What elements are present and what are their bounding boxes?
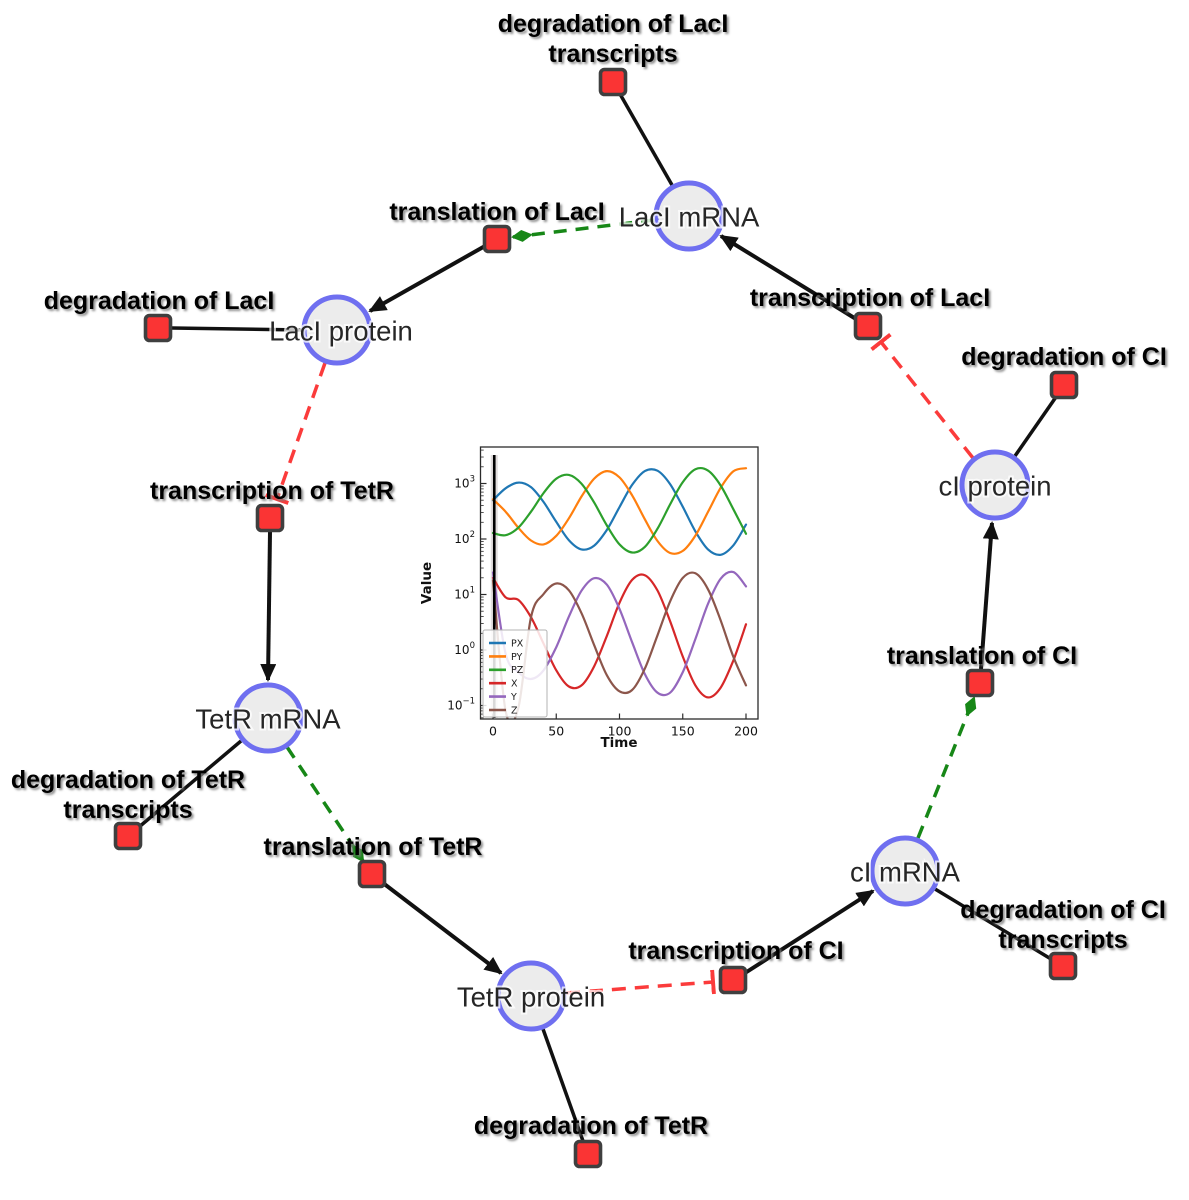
x-tick-label-0: 0 [489, 724, 497, 739]
y-tick-label-10e3: 103 [454, 475, 475, 491]
species-label-laci-protein: LacI protein [269, 316, 413, 347]
legend-label-PY: PY [511, 652, 523, 663]
reaction-label-translation-tetr: translation of TetR [264, 833, 483, 861]
reaction-node-degradation-laci [143, 313, 173, 343]
species-nodes-layer: LacI mRNA LacI protein cI protein TetR mRNA… [193, 180, 1054, 1032]
y-tick-label-10e0: 100 [454, 641, 475, 657]
reaction-label-degradation-tetr-transcripts-line1: degradation of TetR [11, 766, 245, 794]
x-tick-label-150: 150 [671, 724, 695, 739]
edge-laci-protein-inhibits-transcription-tetr [265, 362, 327, 505]
reaction-label-degradation-ci: degradation of CI [961, 343, 1167, 371]
edge-laci-mrna-to-degradation-laci-transcripts [618, 93, 674, 186]
x-axis-label: Time [600, 735, 637, 751]
reaction-label-degradation-laci-transcripts-line1: degradation of LacI [498, 10, 729, 38]
edge-ci-protein-inhibits-transcription-laci [870, 332, 975, 460]
reaction-node-transcription-ci [718, 965, 748, 995]
reaction-node-translation-laci [482, 224, 512, 254]
reaction-label-transcription-laci: transcription of LacI [750, 284, 990, 312]
edge-laci-mrna-to-translation-laci [511, 218, 655, 242]
reaction-label-degradation-laci-transcripts-line2: transcripts [548, 40, 677, 68]
edge-translation-tetr-to-tetr-protein [381, 881, 503, 975]
species-label-ci-mrna: cI mRNA [850, 857, 961, 888]
x-tick-label-50: 50 [548, 724, 564, 739]
chart-curve-X [491, 573, 748, 699]
species-node-laci-mrna [653, 180, 725, 252]
edge-transcription-ci-to-ci-mrna [743, 889, 875, 975]
legend-label-PZ: PZ [511, 665, 524, 676]
reaction-label-translation-laci: translation of LacI [389, 198, 604, 226]
reaction-node-degradation-laci-transcripts [598, 67, 628, 97]
species-label-ci-protein: cI protein [938, 471, 1051, 502]
edge-ci-mrna-to-degradation-ci-transcripts [934, 887, 1052, 961]
edge-ci-protein-to-degradation-ci [1013, 396, 1058, 457]
y-tick-label-10e-1: 10−1 [447, 697, 475, 713]
reaction-label-degradation-laci: degradation of LacI [44, 287, 275, 315]
legend-label-PX: PX [511, 638, 524, 649]
reaction-node-degradation-ci [1049, 370, 1079, 400]
chart-legend: PX PY PZ XYZ [482, 629, 548, 718]
chart-curve-Z [491, 571, 748, 719]
reaction-node-translation-ci [965, 668, 995, 698]
reaction-label-degradation-ci-transcripts-line1: degradation of CI [960, 896, 1166, 924]
species-node-ci-mrna [869, 835, 941, 907]
reaction-node-translation-tetr [357, 859, 387, 889]
reaction-label-transcription-tetr: transcription of TetR [150, 477, 394, 505]
reaction-node-transcription-tetr [255, 503, 285, 533]
reaction-node-degradation-tetr-transcripts [113, 821, 143, 851]
edge-tetr-mrna-to-translation-tetr [285, 746, 365, 863]
species-label-laci-mrna: LacI mRNA [619, 202, 760, 233]
x-tick-label-100: 100 [608, 724, 632, 739]
edge-tetr-protein-to-degradation-tetr [541, 1028, 585, 1142]
reaction-label-degradation-ci-transcripts-line2: transcripts [998, 926, 1127, 954]
reaction-node-degradation-ci-transcripts [1048, 951, 1078, 981]
species-node-tetr-mrna [232, 682, 304, 754]
reaction-label-degradation-tetr-transcripts-line2: transcripts [63, 796, 192, 824]
y-tick-label-10e1: 101 [454, 586, 475, 602]
edge-tetr-protein-inhibits-transcription-ci [565, 969, 716, 995]
legend-box [482, 629, 548, 718]
reaction-nodes-layer: degradation of LacItranscriptstranslatio… [11, 10, 1167, 1169]
edge-laci-protein-to-degradation-laci [171, 326, 303, 332]
species-label-tetr-mrna: TetR mRNA [195, 704, 341, 735]
species-node-ci-protein [959, 449, 1031, 521]
chart-ticks: 0 50 100 150 200 10−1 100 101 102 103 [447, 449, 758, 739]
edges-layer [137, 93, 1058, 1142]
chart-curve-PX [491, 468, 748, 556]
x-tick-label-200: 200 [734, 724, 758, 739]
reaction-label-degradation-tetr: degradation of TetR [474, 1112, 708, 1140]
reaction-label-translation-ci: translation of CI [887, 642, 1077, 670]
edge-tetr-mrna-to-degradation-tetr-transcripts [137, 739, 243, 829]
legend-label-X: X [511, 679, 518, 690]
species-node-tetr-protein [495, 960, 567, 1032]
edge-translation-ci-to-ci-protein [979, 521, 999, 670]
species-label-tetr-protein: TetR protein [457, 982, 605, 1013]
edge-transcription-laci-to-laci-mrna [719, 234, 858, 321]
edge-translation-laci-to-laci-protein [368, 244, 486, 313]
edge-transcription-tetr-to-tetr-mrna [260, 531, 277, 682]
reaction-node-degradation-tetr [573, 1139, 603, 1169]
y-tick-label-10e2: 102 [454, 530, 475, 546]
legend-label-Z: Z [511, 705, 518, 716]
chart-curve-PY [491, 467, 748, 555]
legend-label-Y: Y [510, 692, 517, 703]
chart-curve-PZ [491, 466, 748, 554]
species-node-laci-protein [301, 294, 373, 366]
y-axis-label: Value [419, 562, 435, 604]
reaction-label-transcription-ci: transcription of CI [628, 937, 843, 965]
edge-ci-mrna-to-translation-ci [916, 696, 977, 839]
reaction-node-transcription-laci [853, 311, 883, 341]
